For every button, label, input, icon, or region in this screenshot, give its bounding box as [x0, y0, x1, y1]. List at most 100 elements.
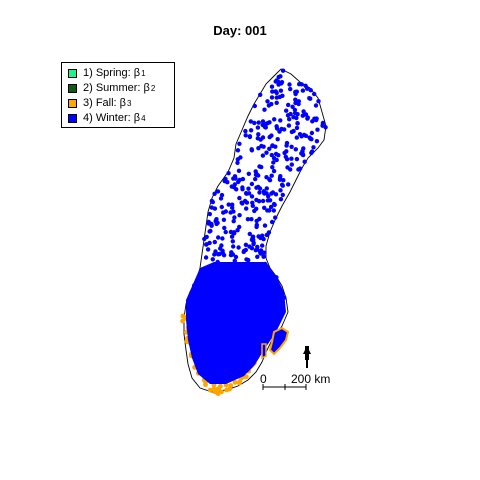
winter-point [224, 283, 229, 289]
winter-point [280, 68, 286, 73]
winter-point [302, 159, 307, 164]
winter-point [255, 244, 260, 250]
winter-point [235, 228, 240, 233]
fall-point [236, 380, 242, 386]
island-gotland [268, 326, 290, 356]
scale-end-label: 200 km [291, 372, 331, 386]
winter-point [238, 155, 243, 160]
winter-point [209, 289, 214, 294]
fall-point [243, 374, 249, 380]
winter-point [215, 189, 221, 194]
winter-point [273, 297, 278, 302]
winter-point [270, 190, 276, 195]
winter-point [252, 281, 257, 286]
winter-point [256, 146, 261, 151]
legend-swatch-summer [68, 83, 77, 93]
winter-point [273, 215, 278, 220]
winter-point [250, 266, 255, 272]
winter-point [279, 182, 285, 187]
winter-point [252, 103, 257, 109]
winter-point [282, 295, 287, 300]
legend-label-summer: 2) Summer: β [83, 82, 150, 94]
winter-point [240, 201, 245, 206]
winter-point [258, 250, 263, 255]
winter-point [234, 187, 239, 192]
winter-point [216, 235, 221, 240]
winter-point [237, 273, 242, 279]
winter-point [192, 293, 198, 298]
winter-point [287, 117, 292, 122]
winter-point [271, 156, 277, 161]
winter-point [246, 257, 251, 263]
winter-point [313, 103, 319, 108]
winter-point [238, 288, 243, 293]
fall-point [207, 387, 213, 393]
winter-point [227, 276, 232, 282]
winter-point [262, 107, 267, 112]
winter-point [237, 195, 242, 201]
winter-point [218, 196, 224, 201]
winter-point [268, 204, 274, 210]
winter-point [225, 180, 230, 185]
winter-point [274, 78, 279, 83]
winter-point [215, 259, 220, 265]
winter-point [280, 192, 285, 198]
winter-point [212, 206, 218, 211]
winter-point [244, 200, 250, 205]
winter-point [270, 89, 275, 94]
winter-point [264, 186, 269, 191]
winter-point [237, 141, 242, 146]
winter-point [279, 80, 285, 85]
winter-point [245, 276, 250, 282]
winter-point [301, 109, 306, 114]
winter-point [262, 205, 267, 210]
winter-point [262, 124, 268, 130]
winter-point [274, 124, 279, 129]
winter-point [265, 208, 270, 213]
winter-point [210, 257, 215, 262]
legend-swatch-fall [68, 98, 77, 108]
winter-point [282, 150, 287, 156]
winter-point [294, 156, 300, 162]
winter-point [248, 119, 253, 124]
winter-point [279, 126, 284, 132]
winter-point [312, 91, 317, 97]
winter-point [229, 234, 235, 239]
fall-point [211, 386, 217, 392]
winter-point [264, 232, 269, 238]
winter-point [269, 285, 274, 290]
winter-point [197, 295, 202, 300]
winter-point [212, 263, 218, 268]
winter-point [261, 297, 267, 302]
winter-point [277, 177, 283, 182]
winter-point [253, 176, 258, 182]
winter-point [320, 120, 326, 126]
fall-point [215, 391, 221, 397]
winter-point [222, 225, 227, 231]
winter-point [240, 176, 246, 182]
winter-point [284, 157, 290, 162]
legend-label-winter: 4) Winter: β [83, 112, 141, 124]
winter-point [300, 152, 306, 158]
winter-point [255, 125, 261, 130]
winter-point [252, 208, 257, 214]
winter-point [300, 88, 306, 93]
winter-point [236, 245, 241, 250]
winter-point [293, 89, 298, 95]
winter-point [269, 133, 274, 138]
winter-point [200, 296, 205, 301]
winter-point [206, 273, 211, 278]
winter-point [288, 111, 293, 117]
winter-point [308, 88, 313, 93]
winter-point [286, 102, 291, 108]
winter-point [206, 219, 211, 225]
winter-point [214, 270, 219, 275]
winter-point [194, 282, 199, 287]
winter-point [207, 211, 212, 217]
winter-points [186, 68, 328, 384]
winter-point [316, 99, 321, 104]
winter-point [249, 181, 255, 187]
winter-point [190, 288, 196, 293]
winter-point [220, 250, 225, 255]
